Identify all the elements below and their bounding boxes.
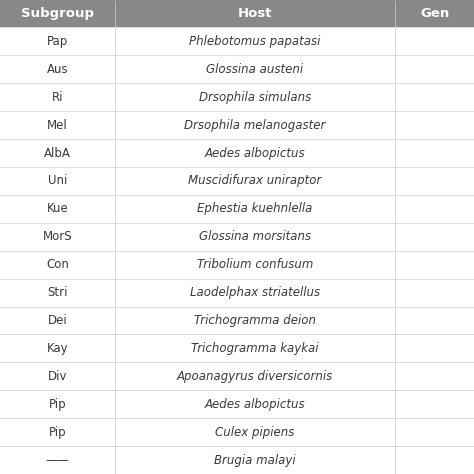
Text: Subgroup: Subgroup — [21, 7, 94, 20]
Text: Trichogramma kaykai: Trichogramma kaykai — [191, 342, 319, 355]
Bar — [395, 418, 474, 446]
Text: Aedes albopictus: Aedes albopictus — [205, 146, 305, 160]
Text: Aedes albopictus: Aedes albopictus — [205, 398, 305, 411]
Bar — [0, 195, 115, 223]
Text: Div: Div — [48, 370, 67, 383]
Text: Aus: Aus — [46, 63, 68, 76]
Bar — [0, 418, 115, 446]
Bar — [115, 195, 395, 223]
Bar — [115, 83, 395, 111]
Bar — [395, 139, 474, 167]
Text: Pip: Pip — [49, 426, 66, 438]
Text: Con: Con — [46, 258, 69, 271]
Bar — [395, 55, 474, 83]
Bar — [115, 111, 395, 139]
Bar — [395, 390, 474, 418]
Text: Muscidifurax uniraptor: Muscidifurax uniraptor — [188, 174, 322, 188]
Text: Dei: Dei — [47, 314, 67, 327]
Bar — [115, 446, 395, 474]
Bar — [0, 390, 115, 418]
Bar — [0, 307, 115, 335]
Bar — [115, 55, 395, 83]
Text: Ephestia kuehnlella: Ephestia kuehnlella — [197, 202, 313, 215]
Text: Tribolium confusum: Tribolium confusum — [197, 258, 313, 271]
Bar — [115, 418, 395, 446]
Bar — [395, 251, 474, 279]
Text: Glossina austeni: Glossina austeni — [207, 63, 303, 76]
Bar — [395, 446, 474, 474]
Bar — [395, 111, 474, 139]
Bar — [115, 251, 395, 279]
Bar — [0, 251, 115, 279]
Bar — [395, 362, 474, 390]
Bar — [395, 27, 474, 55]
Text: ——: —— — [46, 454, 69, 466]
Text: Trichogramma deion: Trichogramma deion — [194, 314, 316, 327]
Bar — [115, 27, 395, 55]
Bar — [0, 446, 115, 474]
Bar — [0, 223, 115, 251]
Bar — [115, 223, 395, 251]
Text: Pap: Pap — [47, 35, 68, 48]
Bar — [115, 362, 395, 390]
Text: Brugia malayi: Brugia malayi — [214, 454, 296, 466]
Text: Kay: Kay — [46, 342, 68, 355]
Bar — [395, 195, 474, 223]
Bar — [115, 279, 395, 307]
Text: Drsophila melanogaster: Drsophila melanogaster — [184, 118, 326, 132]
Bar — [395, 0, 474, 27]
Bar — [115, 335, 395, 363]
Text: Culex pipiens: Culex pipiens — [215, 426, 295, 438]
Text: Stri: Stri — [47, 286, 68, 299]
Bar — [0, 111, 115, 139]
Text: Phlebotomus papatasi: Phlebotomus papatasi — [189, 35, 321, 48]
Text: Apoanagyrus diversicornis: Apoanagyrus diversicornis — [177, 370, 333, 383]
Bar — [0, 0, 115, 27]
Text: Laodelphax striatellus: Laodelphax striatellus — [190, 286, 320, 299]
Text: Host: Host — [238, 7, 272, 20]
Bar — [115, 307, 395, 335]
Text: Uni: Uni — [48, 174, 67, 188]
Bar — [395, 223, 474, 251]
Text: MorS: MorS — [43, 230, 73, 243]
Text: AlbA: AlbA — [44, 146, 71, 160]
Bar — [115, 390, 395, 418]
Text: Ri: Ri — [52, 91, 63, 104]
Text: Mel: Mel — [47, 118, 68, 132]
Bar — [0, 55, 115, 83]
Bar — [0, 27, 115, 55]
Bar — [0, 167, 115, 195]
Text: Drsophila simulans: Drsophila simulans — [199, 91, 311, 104]
Bar — [395, 167, 474, 195]
Bar — [395, 279, 474, 307]
Text: Glossina morsitans: Glossina morsitans — [199, 230, 311, 243]
Bar — [115, 167, 395, 195]
Bar — [395, 307, 474, 335]
Bar — [0, 279, 115, 307]
Bar — [395, 83, 474, 111]
Text: Kue: Kue — [46, 202, 68, 215]
Bar — [0, 83, 115, 111]
Bar — [0, 335, 115, 363]
Text: Pip: Pip — [49, 398, 66, 411]
Bar — [115, 0, 395, 27]
Bar — [115, 139, 395, 167]
Bar — [395, 335, 474, 363]
Bar — [0, 139, 115, 167]
Text: Gen: Gen — [420, 7, 449, 20]
Bar — [0, 362, 115, 390]
